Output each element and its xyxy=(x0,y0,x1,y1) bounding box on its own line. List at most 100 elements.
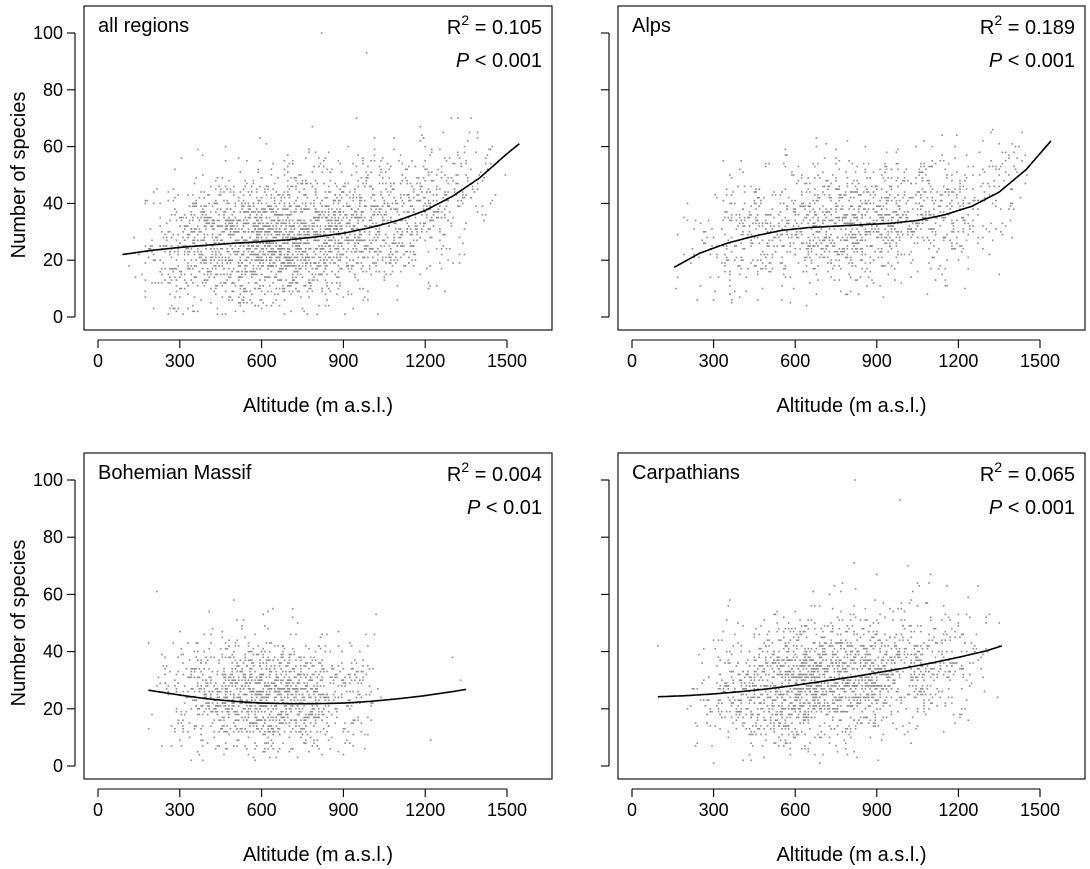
data-point xyxy=(278,748,281,750)
data-point xyxy=(755,208,757,210)
data-point xyxy=(933,202,935,205)
data-point xyxy=(349,196,351,199)
data-point xyxy=(283,265,286,267)
data-point xyxy=(288,736,291,739)
data-point xyxy=(210,216,212,219)
data-point xyxy=(470,168,472,171)
data-point xyxy=(377,205,379,207)
data-point xyxy=(845,222,847,225)
data-point xyxy=(331,208,333,210)
data-point xyxy=(180,713,183,716)
data-point xyxy=(316,239,318,242)
data-point xyxy=(239,265,242,267)
data-point xyxy=(182,673,184,676)
data-point xyxy=(872,282,875,284)
data-point xyxy=(252,211,255,213)
data-point xyxy=(260,202,263,205)
data-point xyxy=(786,231,788,233)
data-point xyxy=(180,745,183,747)
data-point xyxy=(236,688,238,690)
data-point xyxy=(887,262,889,264)
data-point xyxy=(802,205,805,207)
data-point xyxy=(383,279,386,281)
data-point xyxy=(305,713,307,716)
data-point xyxy=(283,313,286,315)
data-point xyxy=(291,279,294,281)
data-point xyxy=(960,216,963,219)
data-point xyxy=(742,171,744,173)
data-point xyxy=(223,267,225,270)
data-point xyxy=(368,267,371,270)
data-point xyxy=(260,239,263,242)
data-point xyxy=(254,693,256,696)
data-point xyxy=(903,171,906,173)
data-point xyxy=(921,222,924,225)
data-point xyxy=(936,250,938,253)
data-point xyxy=(336,276,338,278)
data-point xyxy=(278,304,281,307)
data-point xyxy=(897,194,899,196)
data-point xyxy=(265,256,268,259)
data-point xyxy=(242,245,245,247)
data-point xyxy=(403,245,405,247)
data-point xyxy=(375,265,377,267)
data-point xyxy=(275,231,278,233)
y-axis-title: Number of species xyxy=(8,92,30,259)
data-point xyxy=(373,199,376,202)
data-point xyxy=(722,199,725,202)
data-point xyxy=(725,248,728,250)
data-point xyxy=(293,265,296,267)
data-point xyxy=(236,713,238,716)
data-point xyxy=(771,253,774,256)
data-point xyxy=(254,670,256,673)
data-point xyxy=(779,211,782,213)
data-point xyxy=(332,245,335,247)
data-point xyxy=(219,690,222,693)
data-point xyxy=(280,662,282,664)
data-point xyxy=(187,265,189,267)
data-point xyxy=(314,262,317,264)
data-point xyxy=(925,191,927,193)
data-point xyxy=(216,693,219,696)
data-point xyxy=(916,222,919,225)
data-point xyxy=(895,202,898,205)
data-point xyxy=(259,222,261,225)
data-point xyxy=(259,287,261,290)
data-point xyxy=(219,705,222,707)
data-point xyxy=(255,696,258,699)
data-point xyxy=(216,285,219,287)
data-point xyxy=(190,273,193,276)
data-point xyxy=(300,699,302,701)
data-point xyxy=(794,219,796,222)
data-point xyxy=(216,239,219,242)
data-point xyxy=(208,270,210,273)
data-point xyxy=(354,236,356,239)
data-point xyxy=(183,287,186,290)
data-point xyxy=(278,693,281,696)
data-point xyxy=(910,250,912,253)
data-point xyxy=(735,219,738,222)
data-point xyxy=(809,282,811,284)
data-point xyxy=(864,168,867,171)
data-point xyxy=(327,739,330,742)
data-point xyxy=(332,699,335,701)
data-point xyxy=(982,140,984,142)
data-point xyxy=(197,310,199,313)
data-point xyxy=(334,262,336,264)
data-point xyxy=(270,688,273,690)
data-point xyxy=(355,117,358,119)
data-point xyxy=(845,228,847,230)
data-point xyxy=(260,208,263,210)
data-point xyxy=(773,245,775,247)
data-point xyxy=(321,713,323,716)
data-point xyxy=(360,199,363,202)
data-point xyxy=(895,245,898,247)
data-point xyxy=(367,299,369,301)
data-point xyxy=(265,304,268,307)
data-point xyxy=(341,242,343,244)
data-point xyxy=(484,162,487,165)
data-point xyxy=(280,222,282,225)
data-point xyxy=(208,216,210,219)
data-point xyxy=(247,211,250,213)
data-point xyxy=(818,231,821,233)
